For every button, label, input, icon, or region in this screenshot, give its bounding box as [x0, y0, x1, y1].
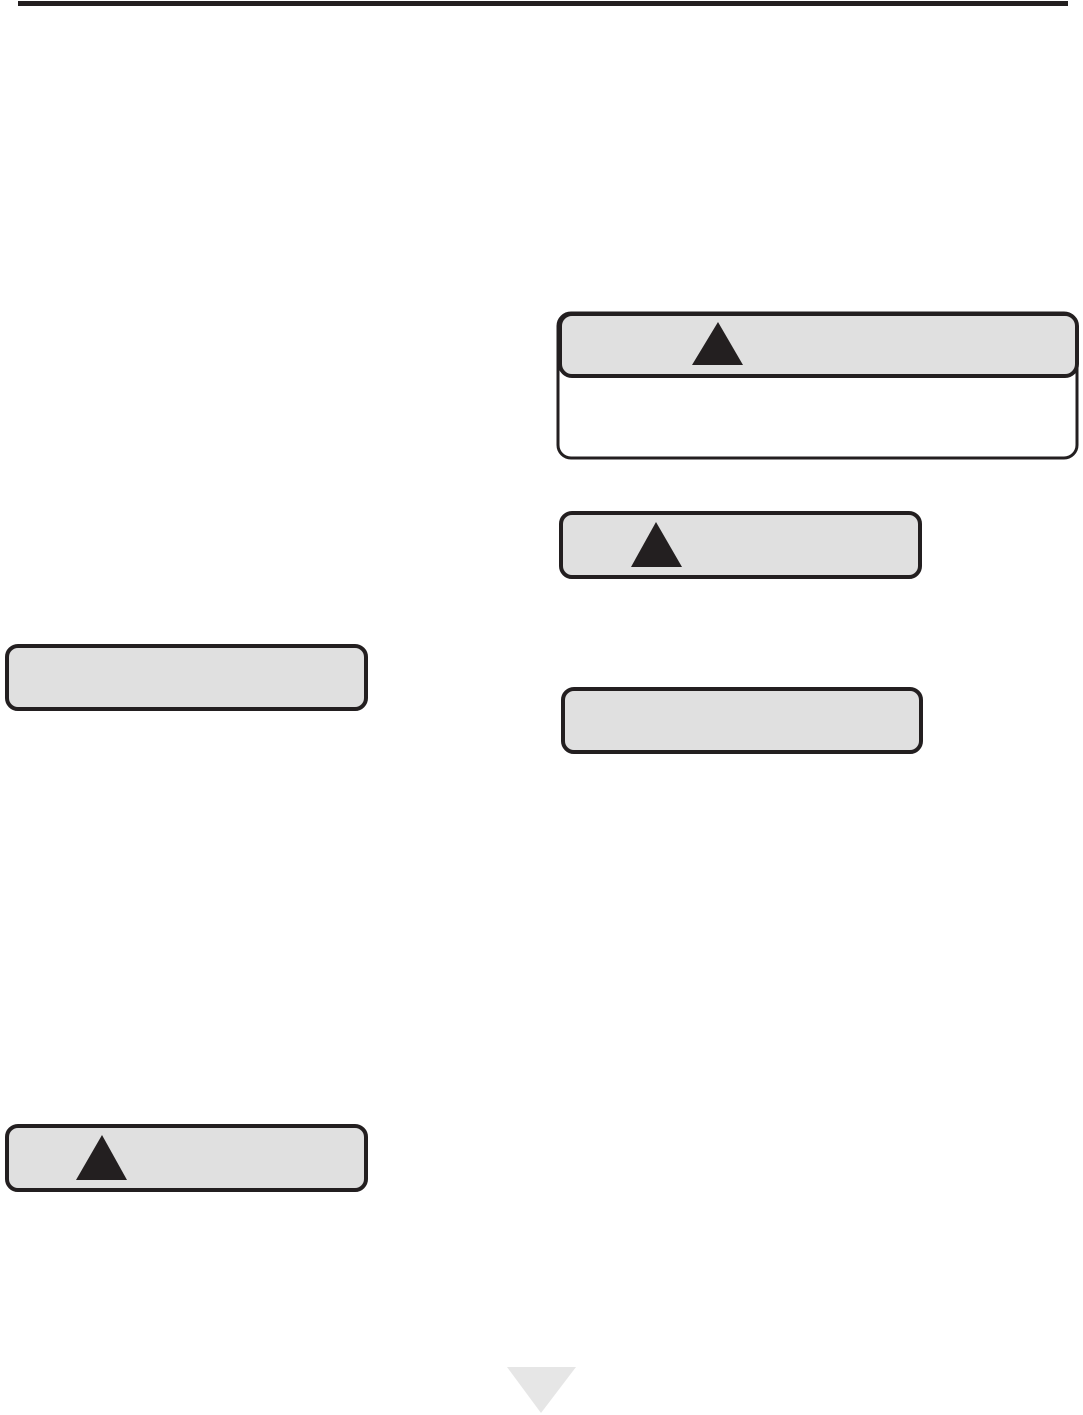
- caution-icon: [76, 1135, 127, 1180]
- caution-icon: [631, 522, 682, 567]
- warning-box: [556, 311, 1079, 460]
- continue-arrow: [507, 1367, 576, 1413]
- notice-header: [561, 687, 923, 754]
- header-panel: [5, 1124, 368, 1192]
- warning-icon: [692, 322, 743, 365]
- header-panel: [559, 511, 922, 579]
- top-rule: [18, 1, 1068, 6]
- caution-header: [559, 511, 922, 579]
- warning-header: [558, 312, 1079, 378]
- notice-header: [5, 644, 368, 711]
- caution-header: [5, 1124, 368, 1192]
